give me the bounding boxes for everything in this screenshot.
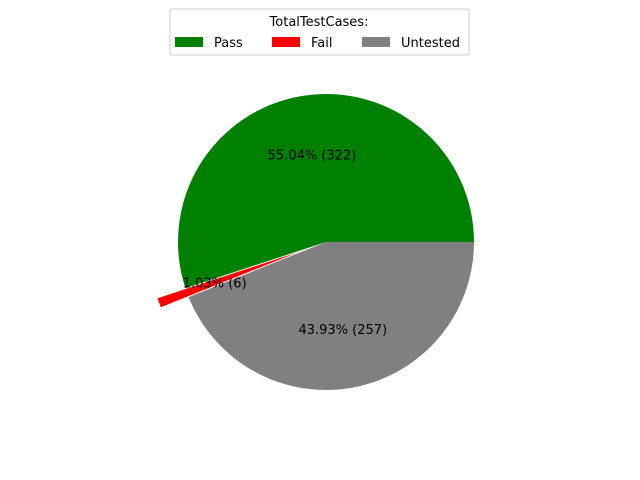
pie-slice-untested — [188, 242, 474, 391]
chart-legend: TotalTestCases: Pass Fail Untested — [169, 8, 470, 56]
slice-label-pass: 55.04% (322) — [268, 148, 357, 163]
pie-slices — [157, 94, 475, 391]
legend-label-fail: Fail — [311, 36, 332, 51]
legend-title: TotalTestCases: — [269, 15, 369, 30]
slice-label-untested: 43.93% (257) — [298, 323, 387, 338]
slice-label-fail: 1.03% (6) — [183, 276, 247, 291]
pie-slice-labels: 55.04% (322) 1.03% (6) 43.93% (257) — [183, 148, 387, 338]
legend-frame — [169, 8, 470, 56]
pie-slice-pass — [178, 94, 475, 289]
legend-swatch-pass — [175, 37, 203, 47]
legend-label-pass: Pass — [214, 36, 243, 51]
legend-swatch-untested — [362, 37, 390, 47]
legend-swatch-fail — [272, 37, 300, 47]
legend-label-untested: Untested — [401, 36, 460, 51]
pie-slice-fail — [157, 252, 299, 308]
